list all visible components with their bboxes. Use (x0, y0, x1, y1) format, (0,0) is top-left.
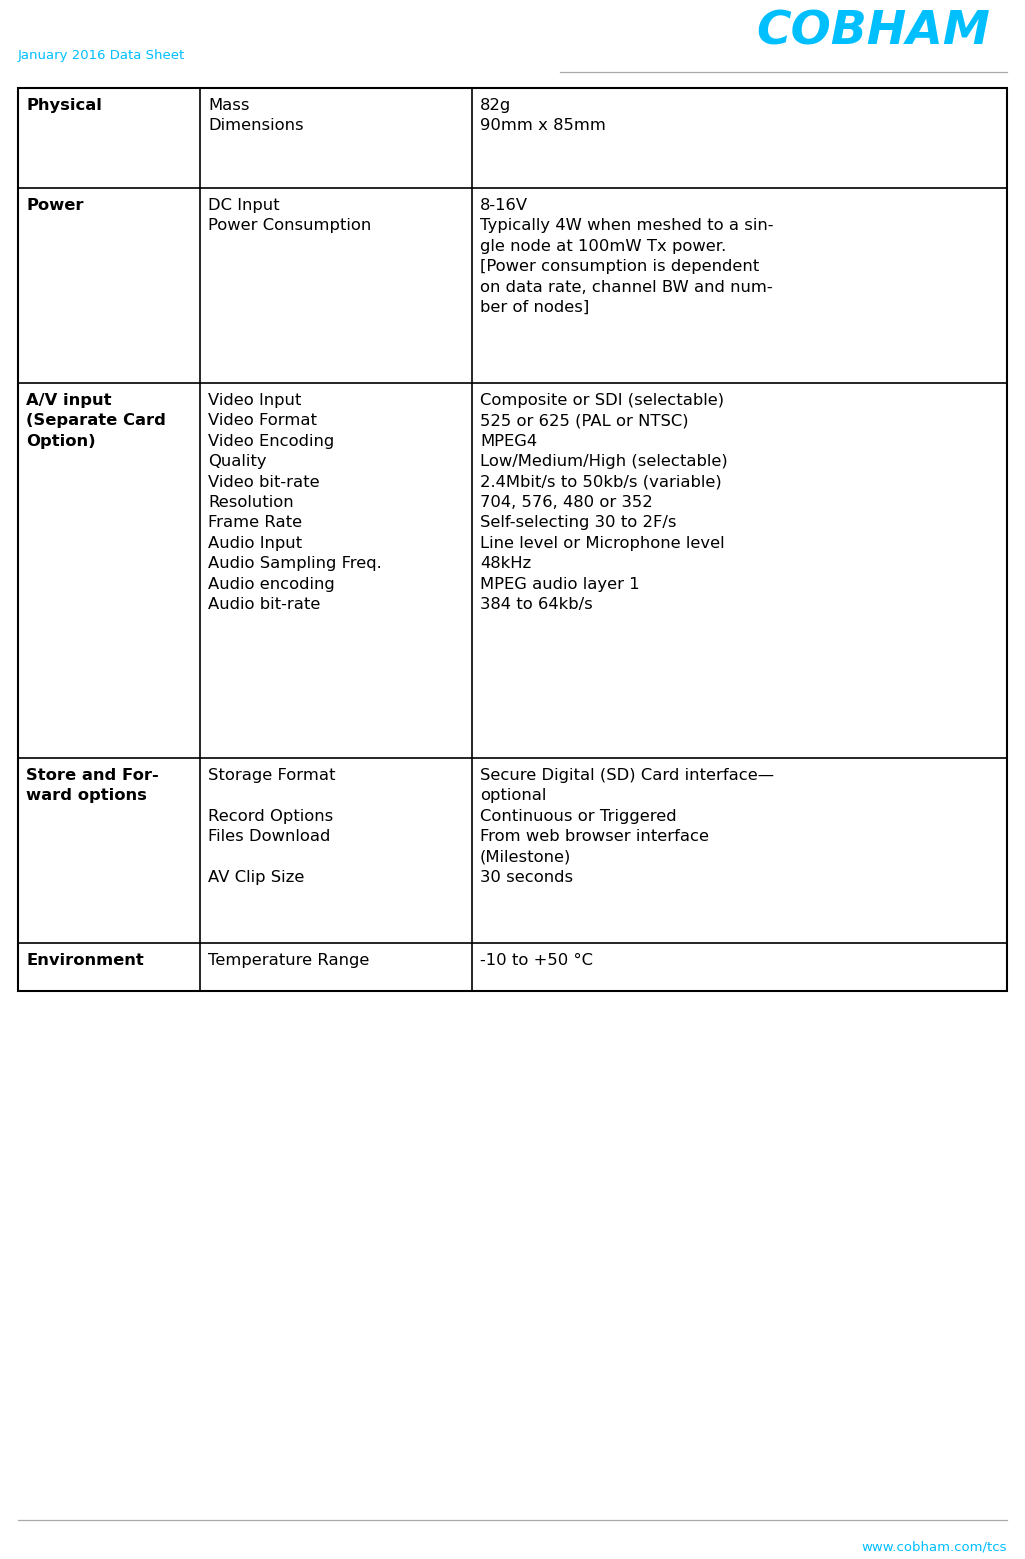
Text: 8-16V
Typically 4W when meshed to a sin-
gle node at 100mW Tx power.
[Power cons: 8-16V Typically 4W when meshed to a sin-… (480, 198, 774, 315)
Text: Mass
Dimensions: Mass Dimensions (208, 98, 303, 134)
Text: A/V input
(Separate Card
Option): A/V input (Separate Card Option) (26, 393, 166, 449)
Text: Video Input
Video Format
Video Encoding
Quality
Video bit-rate
Resolution
Frame : Video Input Video Format Video Encoding … (208, 393, 381, 613)
Text: January 2016 Data Sheet: January 2016 Data Sheet (18, 48, 186, 61)
Text: Temperature Range: Temperature Range (208, 953, 369, 968)
Text: DC Input
Power Consumption: DC Input Power Consumption (208, 198, 371, 234)
Text: Physical: Physical (26, 98, 101, 112)
Text: COBHAM: COBHAM (756, 9, 990, 55)
Text: Environment: Environment (26, 953, 144, 968)
Bar (18, 87, 1007, 992)
Text: www.cobham.com/tcs: www.cobham.com/tcs (861, 1540, 1007, 1553)
Text: Storage Format

Record Options
Files Download

AV Clip Size: Storage Format Record Options Files Down… (208, 769, 335, 886)
Text: Power: Power (26, 198, 83, 214)
Text: -10 to +50 °C: -10 to +50 °C (480, 953, 593, 968)
Text: Composite or SDI (selectable)
525 or 625 (PAL or NTSC)
MPEG4
Low/Medium/High (se: Composite or SDI (selectable) 525 or 625… (480, 393, 728, 613)
Text: 82g
90mm x 85mm: 82g 90mm x 85mm (480, 98, 606, 134)
Text: Secure Digital (SD) Card interface—
optional
Continuous or Triggered
From web br: Secure Digital (SD) Card interface— opti… (480, 769, 774, 886)
Text: Store and For-
ward options: Store and For- ward options (26, 769, 159, 803)
